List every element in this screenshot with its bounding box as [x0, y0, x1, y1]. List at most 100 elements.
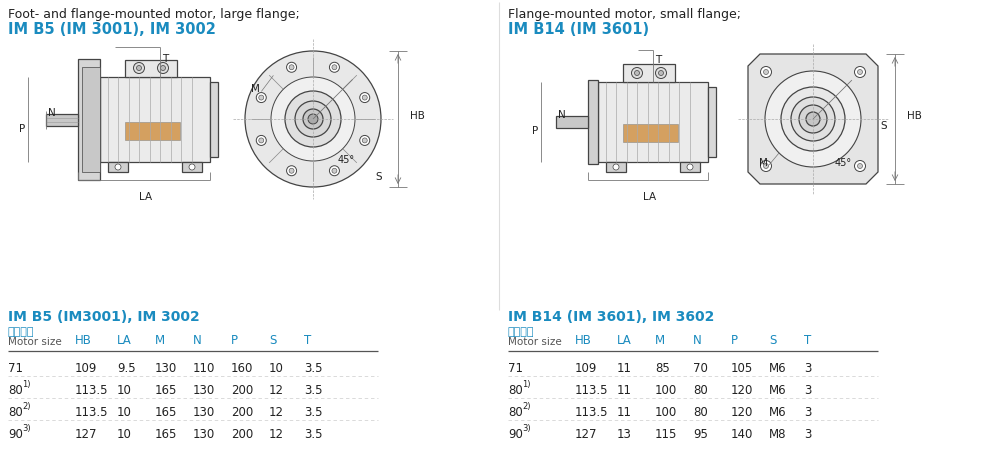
- Bar: [78, 59, 100, 180]
- Text: 120: 120: [731, 384, 753, 397]
- Circle shape: [256, 93, 266, 102]
- Circle shape: [854, 161, 866, 172]
- Text: P: P: [532, 126, 538, 136]
- Text: 105: 105: [731, 362, 753, 375]
- Text: 3.5: 3.5: [304, 384, 322, 397]
- Circle shape: [656, 67, 666, 78]
- Text: 3): 3): [522, 424, 531, 433]
- Text: Flange-mounted motor, small flange;: Flange-mounted motor, small flange;: [508, 8, 741, 21]
- Text: M: M: [655, 334, 665, 347]
- Bar: [210, 82, 218, 157]
- Text: 12: 12: [269, 406, 284, 419]
- Text: 71: 71: [508, 362, 523, 375]
- Circle shape: [329, 62, 339, 72]
- Text: 10: 10: [117, 406, 132, 419]
- Text: M: M: [759, 158, 768, 168]
- Text: 140: 140: [731, 428, 753, 441]
- Text: 80: 80: [693, 406, 708, 419]
- Text: 3: 3: [804, 406, 811, 419]
- Text: 120: 120: [731, 406, 753, 419]
- Bar: [623, 64, 675, 82]
- Bar: [108, 162, 128, 172]
- Bar: [182, 162, 202, 172]
- Text: IM B14 (IM 3601), IM 3602: IM B14 (IM 3601), IM 3602: [508, 310, 714, 324]
- Text: 130: 130: [193, 406, 215, 419]
- Circle shape: [295, 101, 331, 137]
- Text: T: T: [304, 334, 311, 347]
- Text: 45°: 45°: [835, 158, 852, 168]
- Text: 3): 3): [22, 424, 31, 433]
- Text: 90: 90: [508, 428, 523, 441]
- Text: Motor size: Motor size: [508, 337, 562, 347]
- Text: 165: 165: [155, 384, 177, 397]
- Bar: [680, 162, 700, 172]
- Circle shape: [761, 161, 772, 172]
- Text: S: S: [375, 172, 382, 182]
- Bar: [623, 124, 678, 142]
- Text: 200: 200: [231, 406, 253, 419]
- Circle shape: [332, 65, 337, 70]
- Text: P: P: [231, 334, 238, 347]
- Text: 100: 100: [655, 406, 677, 419]
- Text: 113.5: 113.5: [575, 384, 608, 397]
- Text: M6: M6: [769, 384, 787, 397]
- Text: 11: 11: [617, 362, 632, 375]
- Circle shape: [287, 62, 297, 72]
- Text: LA: LA: [139, 192, 152, 202]
- Text: 109: 109: [575, 362, 597, 375]
- Text: LA: LA: [643, 192, 656, 202]
- Text: 109: 109: [75, 362, 97, 375]
- Text: HB: HB: [907, 111, 922, 121]
- Circle shape: [158, 62, 168, 73]
- Circle shape: [858, 69, 862, 74]
- Text: Foot- and flange-mounted motor, large flange;: Foot- and flange-mounted motor, large fl…: [8, 8, 300, 21]
- Text: 95: 95: [693, 428, 708, 441]
- Circle shape: [799, 105, 827, 133]
- Text: 115: 115: [655, 428, 677, 441]
- Circle shape: [134, 62, 144, 73]
- Text: S: S: [269, 334, 276, 347]
- Circle shape: [764, 69, 768, 74]
- Text: 130: 130: [193, 384, 215, 397]
- Text: IM B5 (IM3001), IM 3002: IM B5 (IM3001), IM 3002: [8, 310, 200, 324]
- Circle shape: [285, 91, 341, 147]
- Bar: [708, 87, 716, 157]
- Text: 80: 80: [693, 384, 708, 397]
- Bar: [46, 113, 78, 125]
- Text: T: T: [804, 334, 811, 347]
- Text: 127: 127: [75, 428, 98, 441]
- Circle shape: [115, 164, 121, 170]
- Circle shape: [613, 164, 619, 170]
- Circle shape: [362, 138, 367, 143]
- Text: M6: M6: [769, 362, 787, 375]
- Text: 110: 110: [193, 362, 215, 375]
- Text: M: M: [155, 334, 165, 347]
- Text: 11: 11: [617, 384, 632, 397]
- Circle shape: [362, 95, 367, 100]
- Text: 130: 130: [193, 428, 215, 441]
- Circle shape: [806, 112, 820, 126]
- Text: 电机尺寸: 电机尺寸: [8, 327, 34, 337]
- Circle shape: [791, 97, 835, 141]
- Text: P: P: [19, 123, 25, 134]
- Circle shape: [765, 71, 861, 167]
- Text: HB: HB: [75, 334, 92, 347]
- Circle shape: [136, 66, 142, 71]
- Text: Motor size: Motor size: [8, 337, 62, 347]
- Text: M6: M6: [769, 406, 787, 419]
- Text: 1): 1): [22, 380, 30, 389]
- Text: 113.5: 113.5: [575, 406, 608, 419]
- Circle shape: [259, 138, 264, 143]
- Circle shape: [858, 163, 862, 168]
- Text: 10: 10: [117, 384, 132, 397]
- Text: 11: 11: [617, 406, 632, 419]
- Bar: [556, 116, 588, 128]
- Circle shape: [360, 93, 370, 102]
- Text: IM B5 (IM 3001), IM 3002: IM B5 (IM 3001), IM 3002: [8, 22, 216, 37]
- Circle shape: [303, 109, 323, 129]
- Text: N: N: [693, 334, 702, 347]
- Text: N: N: [558, 110, 566, 120]
- Text: 3.5: 3.5: [304, 362, 322, 375]
- Bar: [125, 122, 180, 140]
- Bar: [82, 67, 100, 172]
